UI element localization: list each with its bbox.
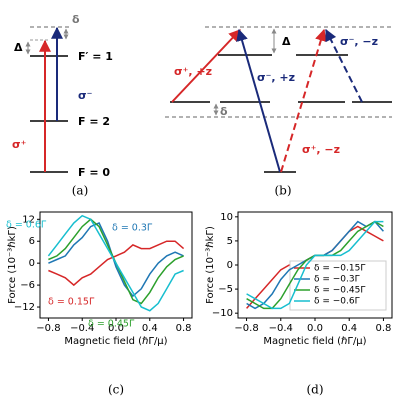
label: σ⁻: [78, 89, 93, 102]
x-tick-label: 0.0: [108, 323, 124, 334]
label: F′ = 1: [78, 50, 113, 63]
label: σ⁺, −z: [302, 143, 340, 156]
annotation: δ = 0.3Γ: [112, 223, 153, 234]
y-axis-label: Force (10⁻³ℏkΓ): [7, 226, 18, 304]
series-line: [246, 220, 384, 310]
y-tick-label: 10: [220, 212, 233, 223]
y-tick-label: −5: [218, 284, 233, 295]
legend-label: δ = −0.6Γ: [314, 297, 360, 307]
caption: (b): [274, 184, 291, 198]
series-line: [48, 222, 184, 298]
y-tick-label: 0: [227, 260, 233, 271]
label: σ⁻, −z: [340, 35, 378, 48]
y-tick-label: −10: [212, 308, 233, 319]
caption: (c): [108, 383, 124, 397]
y-tick-label: −12: [14, 302, 35, 313]
x-tick-label: 0.8: [176, 323, 192, 334]
y-tick-label: −6: [20, 280, 35, 291]
y-tick-label: 0: [29, 258, 35, 269]
legend-label: δ = −0.3Γ: [314, 275, 360, 285]
annotation: δ = 0.45Γ: [88, 319, 135, 330]
caption: (d): [306, 383, 323, 397]
label: σ⁺, +z: [174, 65, 212, 78]
annotation: δ = 0.6Γ: [6, 220, 47, 231]
label: Δ: [14, 41, 23, 54]
y-tick-label: 12: [22, 214, 35, 225]
x-tick-label: −0.8: [36, 323, 60, 334]
label: δ: [220, 105, 228, 118]
legend-label: δ = −0.15Γ: [314, 264, 365, 274]
x-axis-label: Magnetic field (ℏΓ/μ): [64, 336, 167, 347]
caption: (a): [72, 184, 89, 198]
label: F = 0: [78, 166, 110, 179]
x-tick-label: −0.4: [269, 323, 293, 334]
diagram-b: [165, 26, 392, 173]
x-axis-label: Magnetic field (ℏΓ/μ): [263, 336, 366, 347]
x-tick-label: 0.0: [307, 323, 323, 334]
diagram-a: [25, 26, 72, 173]
legend-box: [289, 260, 387, 311]
y-tick-label: 6: [29, 236, 35, 247]
legend-label: δ = −0.45Γ: [314, 286, 365, 296]
label: F = 2: [78, 115, 110, 128]
y-tick-label: 5: [227, 236, 233, 247]
x-tick-label: 0.4: [142, 323, 158, 334]
y-axis-label: Force (10⁻³ℏkΓ): [205, 226, 216, 304]
series-line: [48, 240, 185, 287]
label: σ⁺: [12, 138, 27, 151]
label: σ⁻, +z: [257, 71, 295, 84]
x-tick-label: 0.8: [375, 323, 391, 334]
annotation: δ = 0.15Γ: [48, 297, 95, 308]
label: Δ: [282, 35, 291, 48]
label: δ: [72, 13, 80, 26]
x-tick-label: 0.4: [341, 323, 357, 334]
series-line: [47, 214, 184, 312]
x-tick-label: −0.8: [234, 323, 258, 334]
x-tick-label: −0.4: [70, 323, 94, 334]
